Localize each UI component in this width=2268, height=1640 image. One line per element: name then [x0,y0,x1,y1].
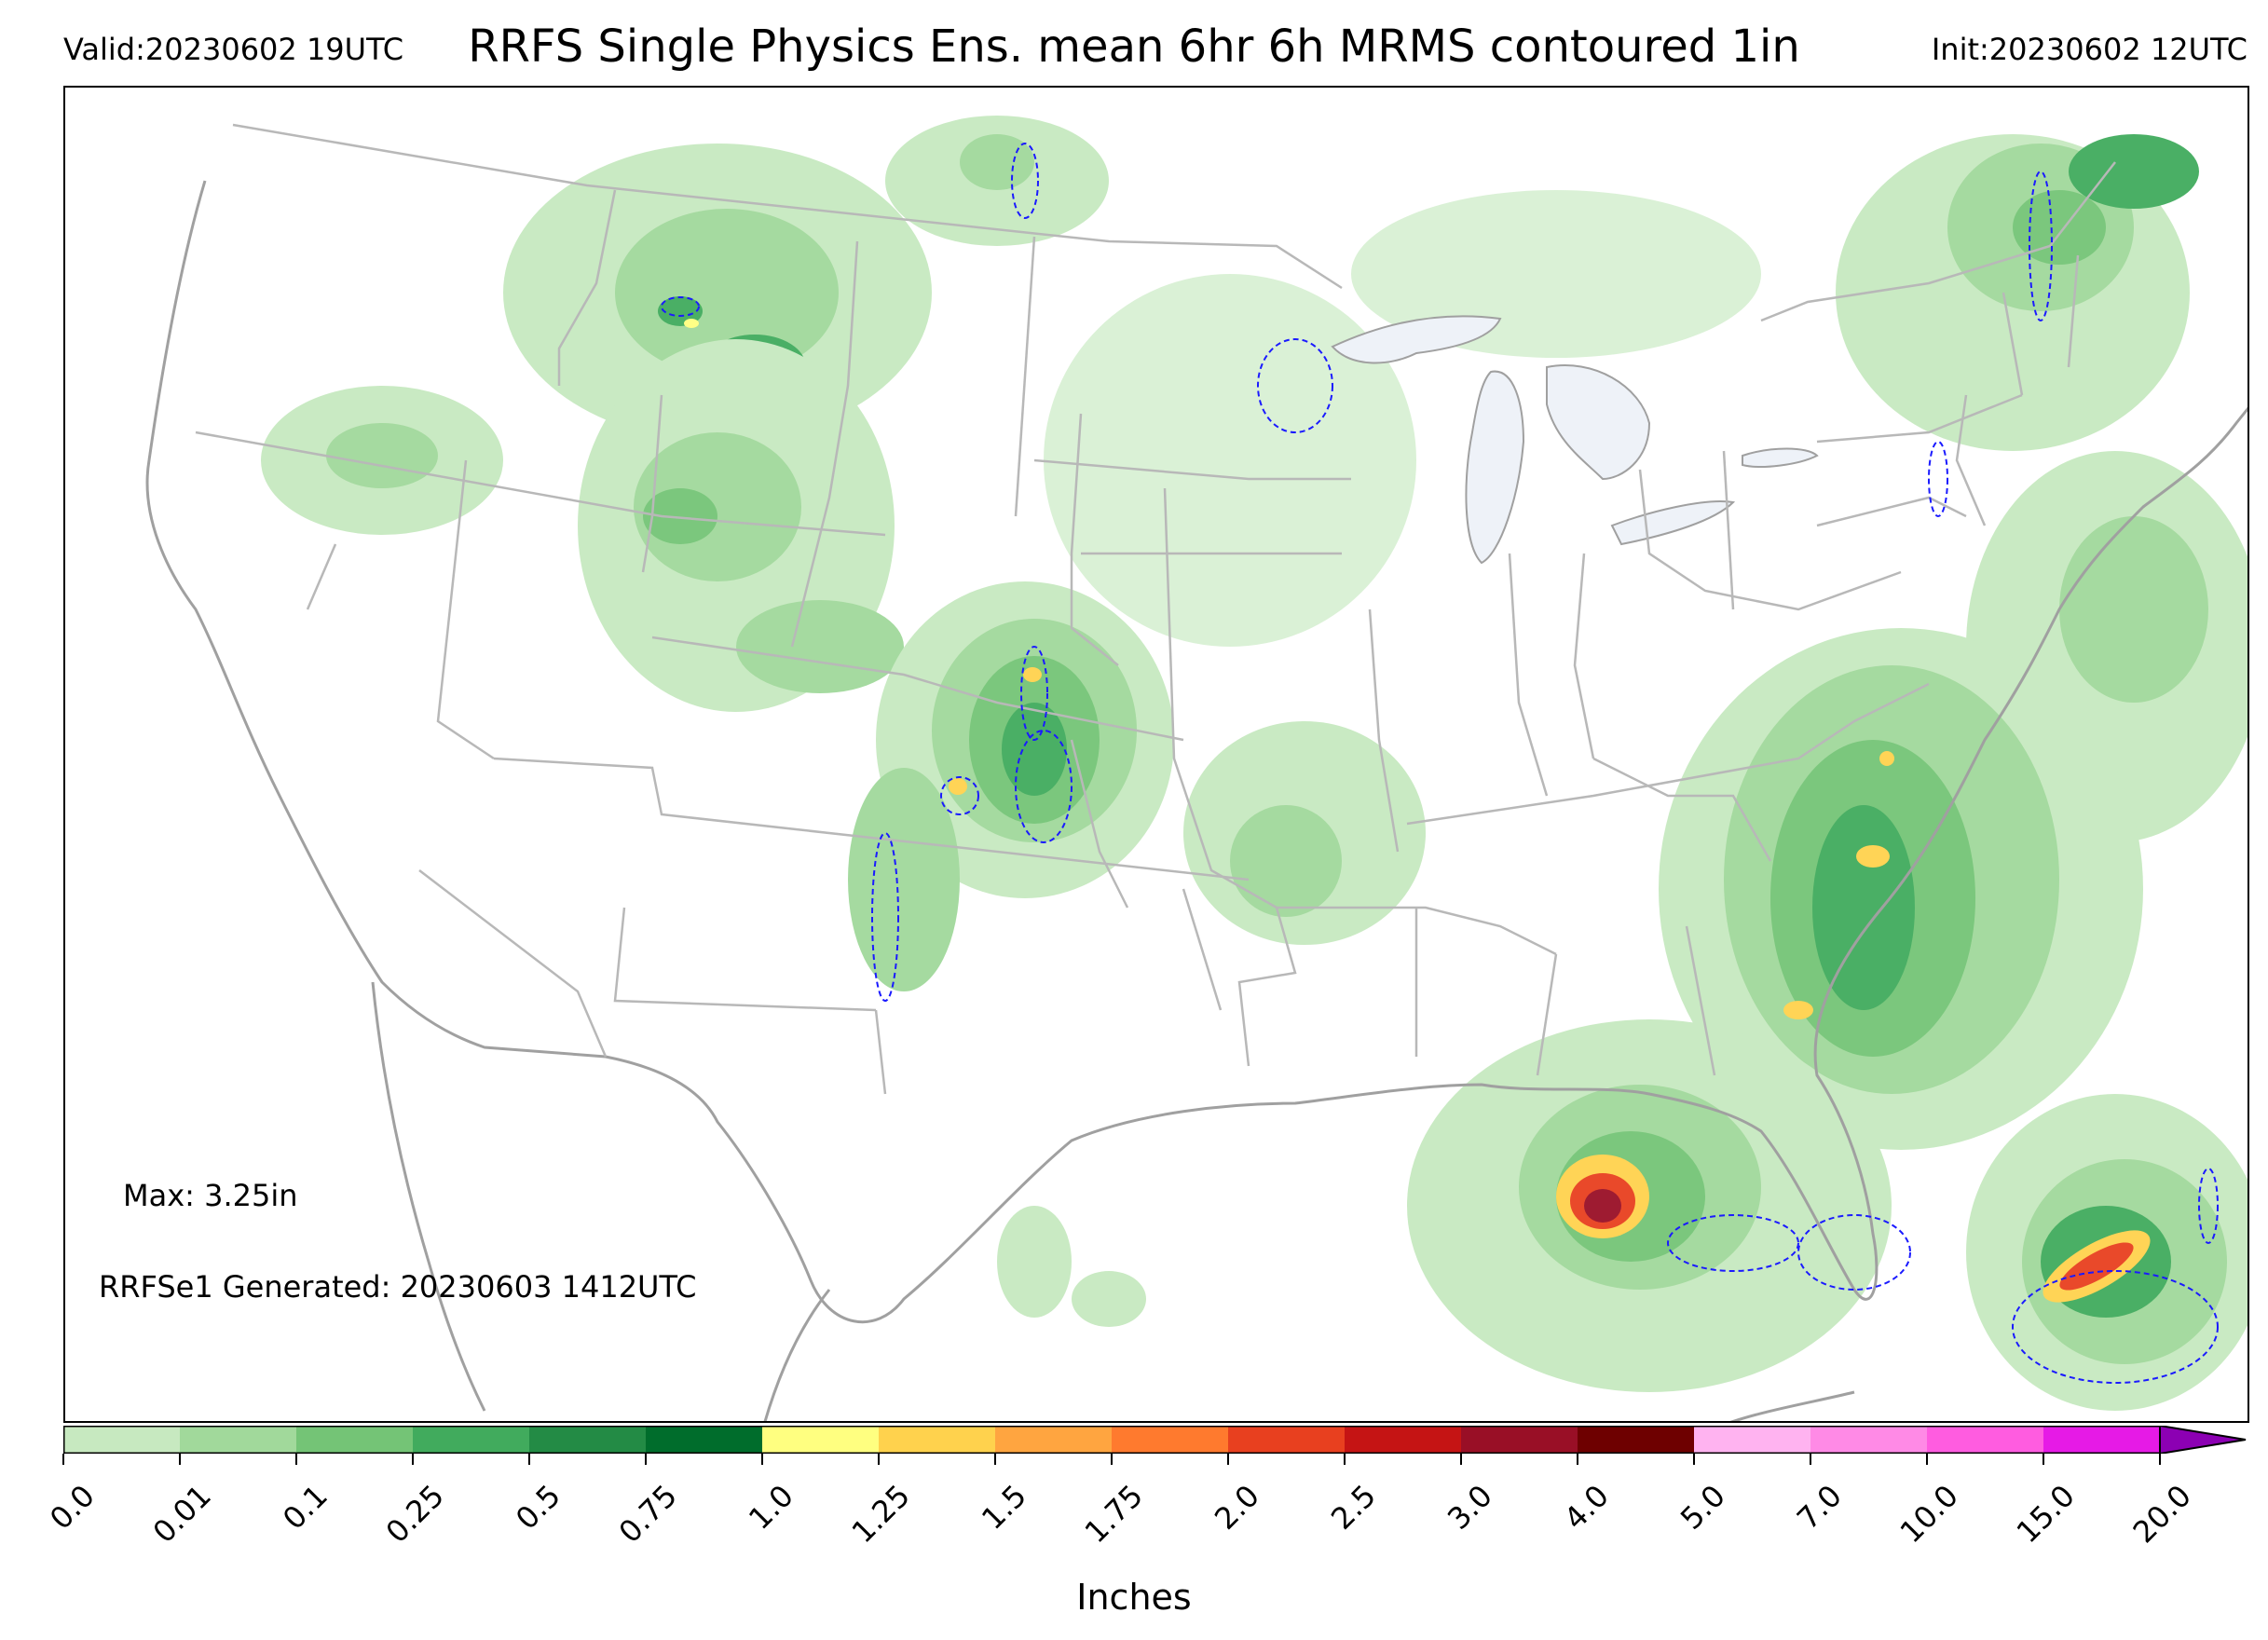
mrms-1in-contours [661,143,2219,1384]
colorbar-segment [879,1426,996,1454]
lake-huron [1546,364,1651,481]
colorbar-tick [528,1454,530,1465]
colorbar-tick-label: 5.0 [1674,1478,1732,1537]
colorbar-tick-label: 0.1 [276,1478,335,1537]
colorbar-segment [1345,1426,1462,1454]
colorbar-tick [1344,1454,1346,1465]
colorbar-segment [1112,1426,1229,1454]
colorbar-tick [994,1454,996,1465]
colorbar-tick [1111,1454,1113,1465]
state-boundaries [195,123,2116,1095]
lake-michigan [1465,370,1525,565]
colorbar-segment [2043,1426,2161,1454]
colorbar [63,1426,2247,1454]
colorbar-tick [878,1454,880,1465]
canada-border [232,123,2116,322]
colorbar-tick [1810,1454,1811,1465]
colorbar-segment [1810,1426,1928,1454]
max-label: Max: 3.25in [123,1178,298,1213]
precip-field [261,116,2248,1411]
colorbar-tick [1227,1454,1229,1465]
colorbar-tick-label: 3.0 [1441,1478,1499,1537]
precip-region-montana-core [615,209,839,376]
map-canvas [145,116,2248,1421]
baja-coast [371,981,486,1412]
great-lakes [1331,315,1819,565]
colorbar-tick-label: 20.0 [2125,1478,2198,1551]
header: Valid:20230602 19UTC RRFS Single Physics… [0,0,2268,84]
colorbar-tick-label: 7.0 [1790,1478,1849,1537]
colorbar-tick-label: 10.0 [1892,1478,1965,1551]
colorbar-tick-label: 15.0 [2009,1478,2082,1551]
colorbar-segment [1927,1426,2044,1454]
colorbar-tick-label: 0.75 [611,1478,684,1551]
colorbar-tick-label: 0.25 [378,1478,451,1551]
lake-erie [1610,500,1736,546]
colorbar-segment [1461,1426,1578,1454]
colorbar-tick-label: 4.0 [1557,1478,1616,1537]
colorbar-segment [180,1426,297,1454]
colorbar-segment [413,1426,530,1454]
colorbar-tick [761,1454,763,1465]
colorbar-label: Inches [1076,1577,1192,1618]
colorbar-tick [2043,1454,2044,1465]
colorbar-extend-arrow [2159,1426,2247,1454]
colorbar-tick [62,1454,64,1465]
colorbar-tick-label: 0.01 [145,1478,218,1551]
colorbar-segment [63,1426,181,1454]
colorbar-segment [1228,1426,1346,1454]
colorbar-segment [296,1426,414,1454]
colorbar-tick-label: 1.75 [1077,1478,1150,1551]
colorbar-segment [995,1426,1113,1454]
colorbar-tick [2159,1454,2161,1465]
colorbar-tick [1693,1454,1695,1465]
lake-ontario [1742,447,1819,468]
colorbar-tick [1460,1454,1462,1465]
colorbar-segment [646,1426,763,1454]
colorbar-tick-label: 2.0 [1208,1478,1266,1537]
generated-label: RRFSe1 Generated: 20230603 1412UTC [99,1269,697,1305]
cuba-outline [1729,1390,1855,1421]
colorbar-tick-label: 1.25 [844,1478,917,1551]
mexico-gulf-coast [763,1289,831,1421]
colorbar-tick [1577,1454,1578,1465]
colorbar-segment [762,1426,880,1454]
colorbar-tick-label: 1.0 [742,1478,800,1537]
colorbar-segment [529,1426,647,1454]
colorbar-tick-label: 1.5 [975,1478,1033,1537]
precip-map[interactable]: Max: 3.25in RRFSe1 Generated: 20230603 1… [63,86,2249,1423]
valid-time-label: Valid:20230602 19UTC [63,32,404,67]
us-coastline [145,180,2248,1324]
lake-superior [1331,315,1502,364]
colorbar-tick [412,1454,414,1465]
colorbar-segment [1578,1426,1695,1454]
colorbar-tick [1926,1454,1928,1465]
coastline [145,180,2248,1421]
colorbar-tick-label: 0.5 [509,1478,567,1537]
colorbar-segment [1694,1426,1811,1454]
chart-title: RRFS Single Physics Ens. mean 6hr 6h MRM… [468,20,1800,73]
colorbar-tick-label: 2.5 [1324,1478,1383,1537]
init-time-label: Init:20230602 12UTC [1931,32,2248,67]
colorbar-tick-label: 0.0 [43,1478,102,1537]
colorbar-ticks: 0.0 0.01 0.1 0.25 0.5 0.75 1.0 1.25 1.5 1.75 2.0 2.… [43,1454,2249,1584]
colorbar-tick [645,1454,647,1465]
colorbar-tick [295,1454,297,1465]
colorbar-tick [179,1454,181,1465]
